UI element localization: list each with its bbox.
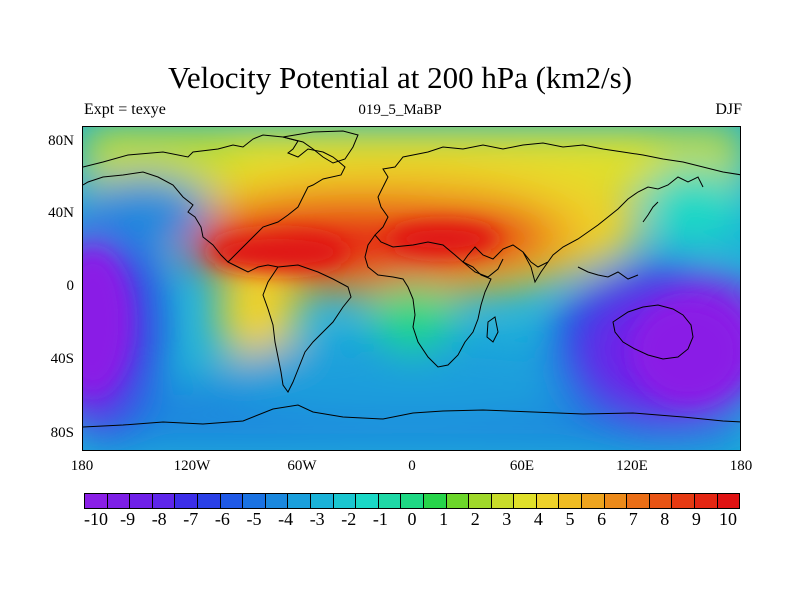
colorbar-cell <box>152 494 176 508</box>
experiment-label: Expt = texye <box>84 101 166 118</box>
lon-tick-0: 0 <box>408 458 416 474</box>
lon-tick-60w: 60W <box>287 458 317 474</box>
colorbar-label: -4 <box>278 509 294 529</box>
colorbar-label: -5 <box>246 509 262 529</box>
colorbar-cell <box>717 494 740 508</box>
lat-tick-40n: 40N <box>48 205 74 221</box>
colorbar-cell <box>265 494 289 508</box>
lon-tick-180w: 180 <box>70 458 94 474</box>
colorbar-cell <box>378 494 402 508</box>
colorbar-cell <box>175 494 198 508</box>
colorbar-cell <box>446 494 470 508</box>
colorbar-label: -6 <box>214 509 230 529</box>
lon-tick-60e: 60E <box>509 458 535 474</box>
colorbar-cell <box>582 494 605 508</box>
colorbar-cell <box>672 494 696 508</box>
colorbar-label: 5 <box>565 509 575 529</box>
colorbar-cell <box>604 494 628 508</box>
colorbar-cell <box>130 494 153 508</box>
colorbar-cell <box>469 494 492 508</box>
colorbar-cell <box>107 494 131 508</box>
colorbar-label: 3 <box>502 509 512 529</box>
colorbar-cell <box>423 494 447 508</box>
lat-tick-80n: 80N <box>48 133 74 149</box>
colorbar-label: -8 <box>151 509 167 529</box>
colorbar-cell <box>627 494 650 508</box>
colorbar-cell <box>333 494 357 508</box>
colorbar-label: -9 <box>120 509 136 529</box>
colorbar-cell <box>288 494 311 508</box>
lon-tick-180e: 180 <box>729 458 753 474</box>
colorbar-label: -10 <box>84 509 108 529</box>
colorbar <box>84 493 740 509</box>
colorbar-label: 1 <box>439 509 449 529</box>
velocity-potential-field <box>83 127 740 450</box>
lat-tick-eq: 0 <box>66 278 75 294</box>
colorbar-cell <box>695 494 718 508</box>
colorbar-cell <box>356 494 379 508</box>
colorbar-label: 0 <box>407 509 417 529</box>
colorbar-label: -7 <box>183 509 199 529</box>
colorbar-label: 9 <box>691 509 701 529</box>
colorbar-label: -2 <box>341 509 357 529</box>
map-panel <box>82 126 741 451</box>
colorbar-cell <box>491 494 515 508</box>
colorbar-cell <box>401 494 424 508</box>
colorbar-label: -3 <box>309 509 325 529</box>
colorbar-label: 4 <box>533 509 543 529</box>
lat-tick-80s: 80S <box>50 425 74 441</box>
colorbar-label: -1 <box>372 509 388 529</box>
colorbar-label: 10 <box>719 509 737 529</box>
colorbar-label: 7 <box>628 509 638 529</box>
colorbar-cell <box>243 494 266 508</box>
colorbar-label: 6 <box>597 509 607 529</box>
lon-tick-120w: 120W <box>173 458 211 474</box>
plot-title: Velocity Potential at 200 hPa (km2/s) <box>167 60 633 95</box>
colorbar-cell <box>310 494 334 508</box>
colorbar-cell <box>85 494 108 508</box>
case-label: 019_5_MaBP <box>358 102 442 118</box>
colorbar-label: 2 <box>470 509 480 529</box>
colorbar-cell <box>649 494 673 508</box>
colorbar-cell <box>220 494 244 508</box>
colorbar-label: 8 <box>660 509 670 529</box>
colorbar-cell <box>536 494 560 508</box>
coastlines <box>83 130 740 428</box>
colorbar-cell <box>197 494 221 508</box>
season-label: DJF <box>715 101 742 118</box>
colorbar-cell <box>514 494 537 508</box>
lon-tick-120e: 120E <box>616 458 648 474</box>
colorbar-cell <box>559 494 583 508</box>
lat-tick-40s: 40S <box>50 351 74 367</box>
